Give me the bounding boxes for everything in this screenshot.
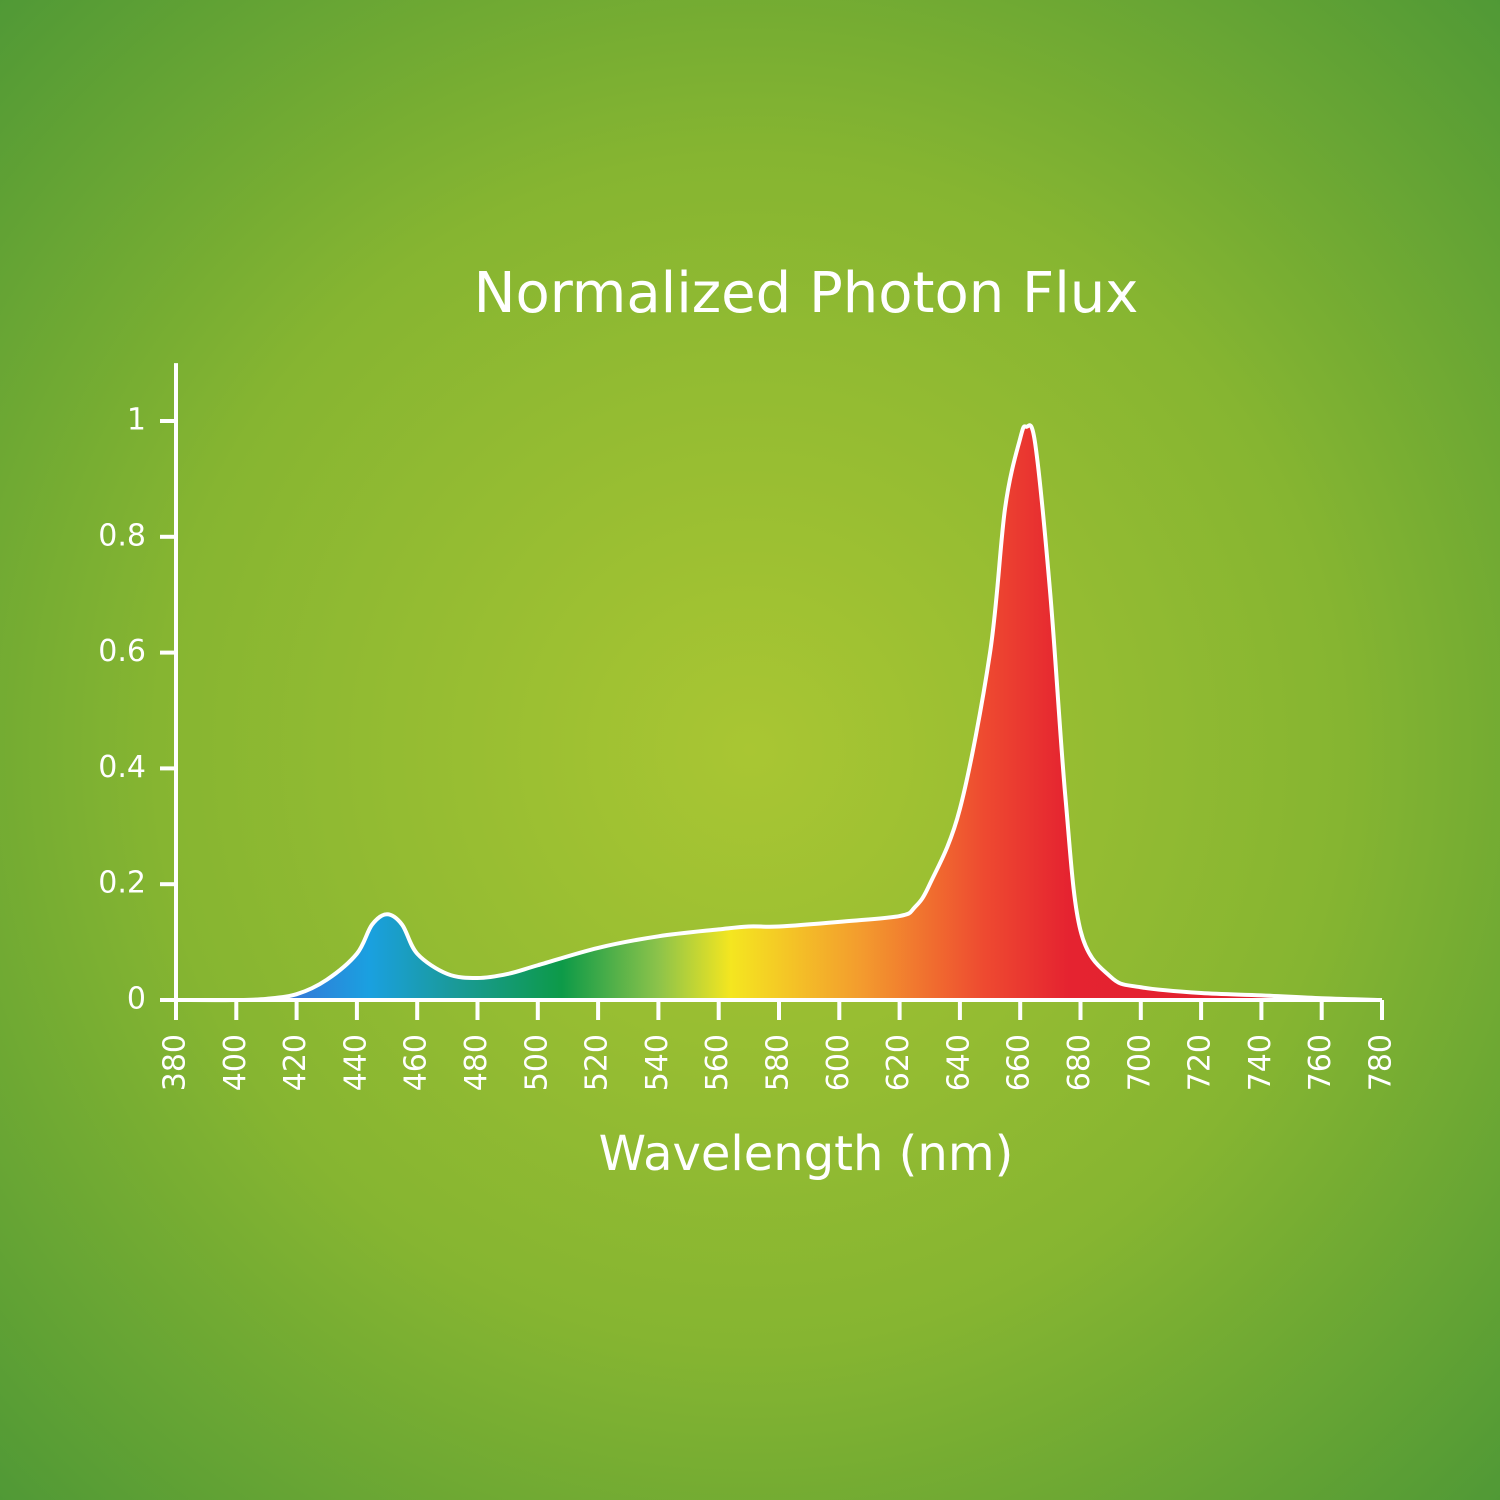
x-tick-label: 400 — [218, 1034, 253, 1091]
x-tick-label: 580 — [761, 1034, 796, 1091]
chart-title: Normalized Photon Flux — [474, 261, 1139, 326]
x-tick-label: 720 — [1183, 1034, 1218, 1091]
x-tick-label: 380 — [158, 1034, 193, 1091]
x-tick-label: 620 — [881, 1034, 916, 1091]
y-tick-label: 0 — [127, 982, 146, 1017]
x-tick-label: 780 — [1364, 1034, 1399, 1091]
x-tick-label: 540 — [640, 1034, 675, 1091]
y-tick-label: 0.6 — [98, 634, 146, 669]
x-tick-label: 560 — [700, 1034, 735, 1091]
x-tick-label: 520 — [580, 1034, 615, 1091]
x-tick-label: 700 — [1122, 1034, 1157, 1091]
plot: 0 0.2 0.4 0.6 0.8 1 380 400 420 440 460 480 500 520 54… — [98, 363, 1399, 1091]
x-axis-label: Wavelength (nm) — [599, 1126, 1014, 1182]
x-tick-label: 500 — [519, 1034, 554, 1091]
y-tick-label: 0.8 — [98, 518, 146, 553]
x-tick-label: 760 — [1303, 1034, 1338, 1091]
y-tick-label: 1 — [127, 403, 146, 438]
x-tick-label: 680 — [1062, 1034, 1097, 1091]
x-tick-label: 440 — [338, 1034, 373, 1091]
x-tick-label: 660 — [1002, 1034, 1037, 1091]
x-tick-label: 640 — [941, 1034, 976, 1091]
x-tick-label: 740 — [1243, 1034, 1278, 1091]
x-tick-label: 420 — [278, 1034, 313, 1091]
x-tick-label: 600 — [821, 1034, 856, 1091]
y-tick-label: 0.2 — [98, 866, 146, 901]
y-tick-label: 0.4 — [98, 750, 146, 785]
x-tick-label: 460 — [399, 1034, 434, 1091]
area-line — [175, 423, 1383, 1003]
x-tick-label: 480 — [459, 1034, 494, 1091]
